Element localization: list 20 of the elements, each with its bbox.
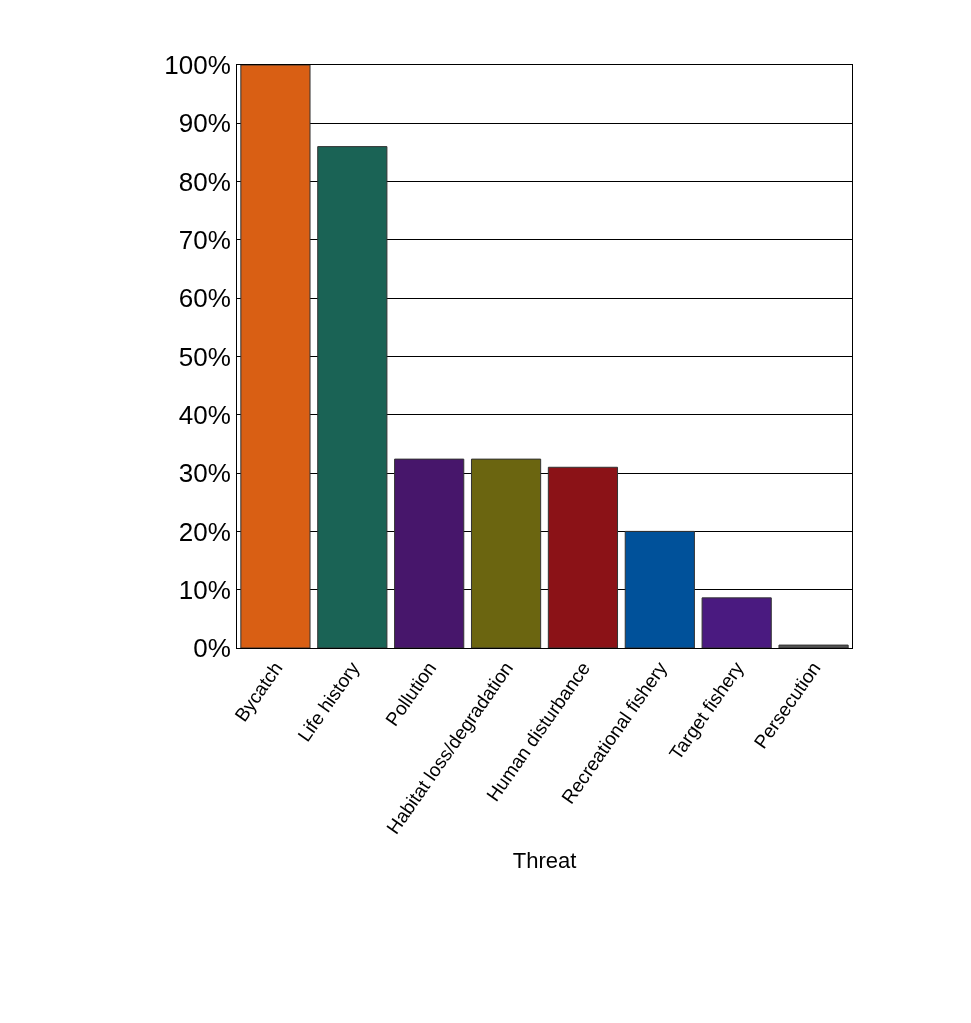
y-tick-label: 30% — [178, 458, 231, 489]
bar — [778, 644, 849, 648]
bar — [317, 146, 388, 648]
y-tick-label: 100% — [164, 50, 231, 81]
bar — [701, 597, 772, 648]
y-tick-label: 10% — [178, 574, 231, 605]
y-tick-label: 0% — [193, 633, 231, 664]
y-tick-label: 80% — [178, 166, 231, 197]
y-tick-label: 20% — [178, 516, 231, 547]
y-tick-label: 70% — [178, 225, 231, 255]
x-axis-title: Threat — [512, 847, 577, 873]
bar — [624, 530, 695, 648]
bar — [470, 458, 542, 648]
y-tick-label: 90% — [178, 108, 231, 139]
y-tick-label: 40% — [178, 399, 231, 430]
bar — [547, 466, 619, 648]
bar — [240, 65, 311, 648]
y-tick-label: 60% — [178, 283, 231, 314]
bar — [394, 458, 465, 648]
y-tick-label: 50% — [178, 341, 231, 372]
